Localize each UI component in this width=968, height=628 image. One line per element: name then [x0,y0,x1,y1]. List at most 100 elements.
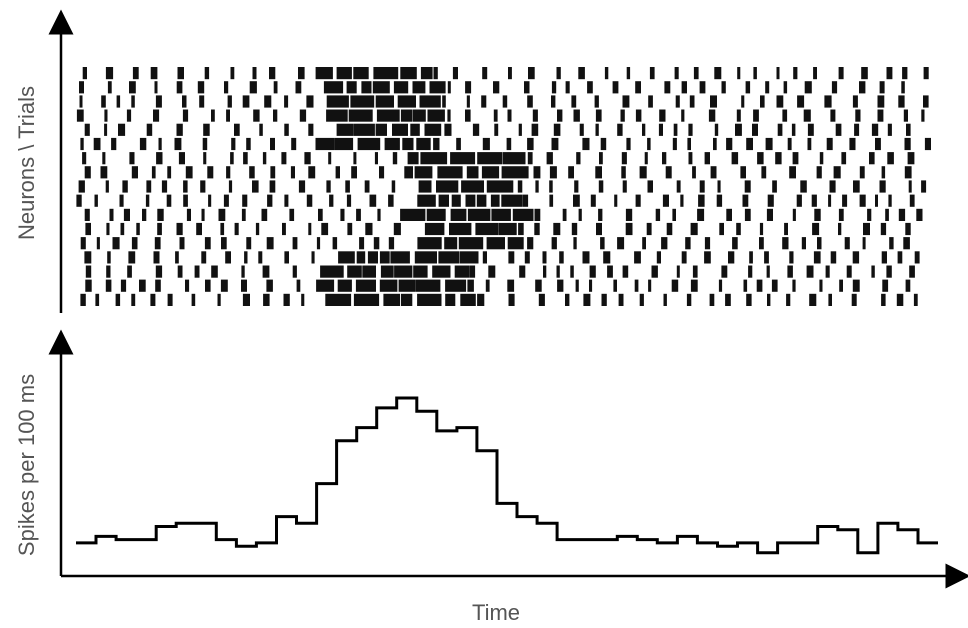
spike-tick [494,123,499,136]
spike-tick [871,123,879,136]
spike-tick [131,293,136,306]
spike-tick [559,251,564,264]
spike-tick [595,123,599,136]
spike-tick [527,152,533,165]
spike-tick [549,194,554,207]
spike-tick [284,95,289,108]
spike-tick [689,95,695,108]
spike-tick [106,222,110,236]
spike-tick [373,67,399,80]
spike-tick [721,81,726,94]
spike-tick [767,293,771,306]
spike-tick [156,152,163,165]
spike-tick [659,109,666,122]
spike-tick [481,166,500,179]
spike-tick [364,180,370,193]
spike-tick [863,222,870,236]
spike-tick [508,251,515,264]
spike-tick [875,137,881,151]
spike-tick [681,81,687,94]
spike-tick [429,81,446,94]
spike-tick [881,293,886,306]
spike-tick [797,95,805,108]
spike-tick [284,251,289,264]
spike-tick [676,265,680,278]
spike-tick [185,166,193,179]
spike-tick [150,67,158,80]
spike-tick [177,265,183,278]
spike-tick [782,237,789,250]
spike-tick [167,293,173,306]
spike-tick [433,67,438,80]
spike-tick [392,152,398,165]
spike-tick [380,265,394,278]
spike-tick [391,180,396,193]
spike-tick [901,81,905,94]
spike-tick [437,166,463,179]
spike-tick [644,152,648,165]
spike-tick [346,81,357,94]
spike-tick [157,222,162,236]
spike-tick [146,180,152,193]
spike-tick [746,293,752,306]
spike-tick [635,109,642,122]
spike-tick [493,81,500,94]
spike-tick [524,251,530,264]
spike-tick [417,293,442,306]
spike-tick [336,123,354,136]
spike-tick [549,166,557,179]
spike-tick [450,152,476,165]
spike-tick [728,251,735,264]
spike-tick [104,123,108,136]
spike-tick [556,67,561,80]
psth-step-line [76,396,938,555]
spike-tick [534,222,540,236]
spike-tick [417,194,436,207]
spike-tick [838,67,844,80]
spike-tick [908,180,912,193]
spike-tick [281,152,287,165]
spike-tick [573,237,577,250]
spike-tick [903,237,910,250]
spike-tick [412,109,426,122]
spike-tick [270,137,275,151]
spike-tick [178,152,185,165]
spike-tick [811,194,817,207]
spike-tick [298,180,306,193]
spike-tick [828,293,832,306]
spike-tick [424,123,442,136]
spike-tick [686,293,692,306]
spike-tick [714,67,722,80]
spike-tick [771,279,778,292]
spike-tick [777,123,783,136]
spike-tick [76,194,82,207]
spike-tick [465,109,471,122]
spike-tick [334,137,354,151]
spike-tick [595,109,602,122]
spike-tick [871,265,875,278]
spike-tick [217,293,221,306]
spike-tick [674,67,679,80]
spike-tick [400,67,417,80]
spike-tick [764,251,769,264]
spike-tick [542,251,547,264]
spike-tick [704,237,711,250]
spike-tick [664,81,671,94]
spike-tick [477,293,485,306]
spike-tick [622,265,629,278]
spike-tick [690,279,698,292]
spike-tick [414,166,433,179]
spike-tick [328,152,332,165]
spike-tick [782,109,788,122]
spike-tick [604,67,609,80]
spike-tick [634,251,641,264]
spike-tick [353,67,369,80]
spike-tick [255,222,260,236]
spike-tick [258,251,263,264]
spike-tick [146,123,153,136]
spike-tick [532,109,538,122]
spike-tick [772,180,777,193]
spike-tick [813,251,821,264]
spike-tick [269,180,276,193]
spike-tick [415,279,441,292]
